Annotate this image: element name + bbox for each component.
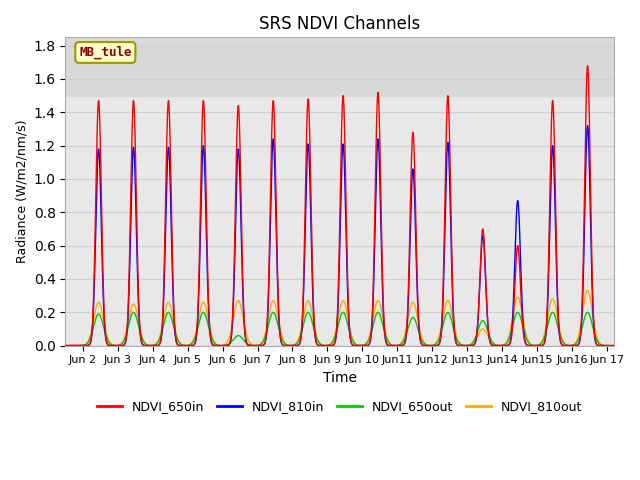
- Text: MB_tule: MB_tule: [79, 46, 132, 59]
- X-axis label: Time: Time: [323, 371, 356, 385]
- Bar: [65, 37, 614, 96]
- Title: SRS NDVI Channels: SRS NDVI Channels: [259, 15, 420, 33]
- Y-axis label: Radiance (W/m2/nm/s): Radiance (W/m2/nm/s): [15, 120, 28, 263]
- Legend: NDVI_650in, NDVI_810in, NDVI_650out, NDVI_810out: NDVI_650in, NDVI_810in, NDVI_650out, NDV…: [92, 395, 587, 418]
